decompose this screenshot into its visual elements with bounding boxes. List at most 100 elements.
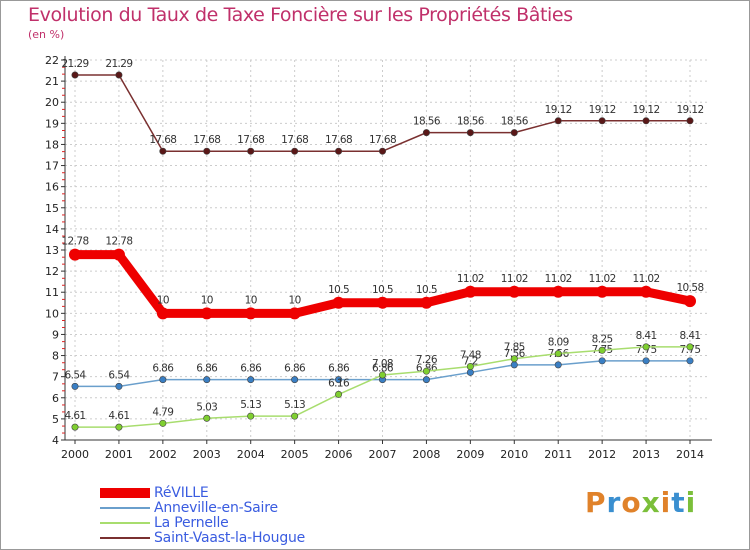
y-tick-label-18: 22 xyxy=(45,54,59,67)
data-point-la-pernelle-4 xyxy=(247,412,255,420)
data-label-reville-1: 12.78 xyxy=(105,236,132,248)
data-point-la-pernelle-11 xyxy=(554,350,562,358)
data-point-reville-4 xyxy=(244,307,257,320)
data-label-reville-0: 12.78 xyxy=(61,236,88,248)
data-label-saint-vaast-la-hougue-8: 18.56 xyxy=(413,116,441,128)
data-label-reville-9: 11.02 xyxy=(457,273,484,285)
data-label-reville-2: 10 xyxy=(157,294,169,306)
data-point-saint-vaast-la-hougue-11 xyxy=(554,117,562,125)
logo-letter: o xyxy=(621,486,642,519)
series-reville: 12.78 12.78 10 10 10 10 10.5 10.5 10.5 11.02 11.02… xyxy=(61,236,704,320)
data-point-reville-3 xyxy=(200,307,213,320)
data-point-reville-11 xyxy=(552,285,565,298)
data-label-reville-7: 10.5 xyxy=(372,284,393,296)
data-point-la-pernelle-14 xyxy=(686,343,694,351)
data-label-saint-vaast-la-hougue-13: 19.12 xyxy=(633,104,660,116)
x-tick-label-4: 2004 xyxy=(237,448,265,461)
data-label-saint-vaast-la-hougue-0: 21.29 xyxy=(61,58,88,70)
logo-letter: P xyxy=(585,486,607,519)
data-label-la-pernelle-8: 7.26 xyxy=(416,354,438,366)
data-point-la-pernelle-3 xyxy=(203,414,211,422)
data-point-saint-vaast-la-hougue-1 xyxy=(115,71,123,79)
data-point-anneville-en-saire-12 xyxy=(598,357,606,365)
legend-label: RéVILLE xyxy=(154,484,209,501)
data-point-saint-vaast-la-hougue-2 xyxy=(159,147,167,155)
data-point-reville-7 xyxy=(376,296,389,309)
y-tick-label-13: 17 xyxy=(45,160,59,173)
proxiti-logo: Proxiti xyxy=(585,486,696,519)
data-point-reville-14 xyxy=(684,295,696,308)
legend-item-reville: RéVILLE xyxy=(100,484,209,501)
data-label-la-pernelle-3: 5.03 xyxy=(196,401,217,413)
data-point-reville-6 xyxy=(332,296,345,309)
data-point-anneville-en-saire-6 xyxy=(335,376,343,384)
x-tick-label-8: 2008 xyxy=(412,448,440,461)
y-tick-label-15: 19 xyxy=(45,117,59,130)
data-point-reville-2 xyxy=(156,307,169,320)
data-label-la-pernelle-12: 8.25 xyxy=(592,333,613,345)
data-point-anneville-en-saire-3 xyxy=(203,376,211,384)
y-tick-label-9: 13 xyxy=(45,244,59,257)
data-point-la-pernelle-2 xyxy=(159,419,167,427)
data-point-anneville-en-saire-10 xyxy=(510,361,518,369)
legend-item-saint-vaast-la-hougue: Saint-Vaast-la-Hougue xyxy=(100,529,306,546)
x-tick-label-9: 2009 xyxy=(456,448,484,461)
data-point-la-pernelle-0 xyxy=(71,423,79,431)
chart-title: Evolution du Taux de Taxe Foncière sur l… xyxy=(28,4,573,26)
legend-swatch xyxy=(100,521,150,524)
data-label-la-pernelle-6: 6.16 xyxy=(328,377,350,389)
y-tick-label-6: 10 xyxy=(45,307,59,320)
data-label-reville-4: 10 xyxy=(245,294,257,306)
data-label-reville-13: 11.02 xyxy=(633,273,660,285)
data-point-saint-vaast-la-hougue-10 xyxy=(510,129,518,137)
data-point-la-pernelle-13 xyxy=(642,343,650,351)
data-label-anneville-en-saire-0: 6.54 xyxy=(65,369,87,381)
data-point-la-pernelle-12 xyxy=(598,346,606,354)
x-tick-label-1: 2001 xyxy=(105,448,133,461)
chart-subtitle: (en %) xyxy=(28,28,65,41)
x-tick-label-10: 2010 xyxy=(500,448,528,461)
data-point-la-pernelle-5 xyxy=(291,412,299,420)
x-tick-label-13: 2013 xyxy=(632,448,660,461)
data-point-la-pernelle-10 xyxy=(510,355,518,363)
data-point-anneville-en-saire-14 xyxy=(686,357,694,365)
data-label-anneville-en-saire-6: 6.86 xyxy=(328,363,350,375)
data-label-anneville-en-saire-1: 6.54 xyxy=(108,369,130,381)
x-tick-label-12: 2012 xyxy=(588,448,616,461)
data-point-saint-vaast-la-hougue-13 xyxy=(642,117,650,125)
data-label-saint-vaast-la-hougue-5: 17.68 xyxy=(281,134,308,146)
logo-letter: i xyxy=(685,486,697,519)
data-label-saint-vaast-la-hougue-3: 17.68 xyxy=(193,134,220,146)
data-point-reville-0 xyxy=(69,248,81,261)
logo-letter: x xyxy=(641,486,661,519)
data-point-anneville-en-saire-11 xyxy=(554,361,562,369)
data-point-anneville-en-saire-1 xyxy=(115,382,123,390)
data-label-anneville-en-saire-10: 7.56 xyxy=(504,348,526,360)
legend-item-la-pernelle: La Pernelle xyxy=(100,515,229,531)
data-label-saint-vaast-la-hougue-4: 17.68 xyxy=(237,134,264,146)
y-tick-label-5: 9 xyxy=(52,328,59,341)
data-label-saint-vaast-la-hougue-1: 21.29 xyxy=(105,58,132,70)
legend-item-anneville-en-saire: Anneville-en-Saire xyxy=(100,500,278,516)
data-point-saint-vaast-la-hougue-3 xyxy=(203,147,211,155)
data-point-reville-10 xyxy=(508,285,521,298)
y-tick-label-1: 5 xyxy=(52,413,59,426)
data-label-saint-vaast-la-hougue-12: 19.12 xyxy=(589,104,616,116)
legend-label: Saint-Vaast-la-Hougue xyxy=(154,529,306,546)
data-label-reville-8: 10.5 xyxy=(416,284,437,296)
logo-letter: t xyxy=(671,486,686,519)
x-tick-label-2: 2002 xyxy=(149,448,177,461)
data-point-saint-vaast-la-hougue-4 xyxy=(247,147,255,155)
data-point-saint-vaast-la-hougue-6 xyxy=(335,147,343,155)
legend-swatch xyxy=(100,487,150,498)
y-tick-label-4: 8 xyxy=(52,350,59,363)
data-label-anneville-en-saire-9: 7.2 xyxy=(463,355,478,367)
data-label-anneville-en-saire-5: 6.86 xyxy=(284,363,306,375)
logo-letter: r xyxy=(606,486,622,519)
y-tick-label-3: 7 xyxy=(52,371,59,384)
data-label-anneville-en-saire-7: 6.86 xyxy=(372,363,394,375)
data-point-saint-vaast-la-hougue-14 xyxy=(686,117,694,125)
data-point-la-pernelle-6 xyxy=(335,390,343,398)
data-point-saint-vaast-la-hougue-12 xyxy=(598,117,606,125)
